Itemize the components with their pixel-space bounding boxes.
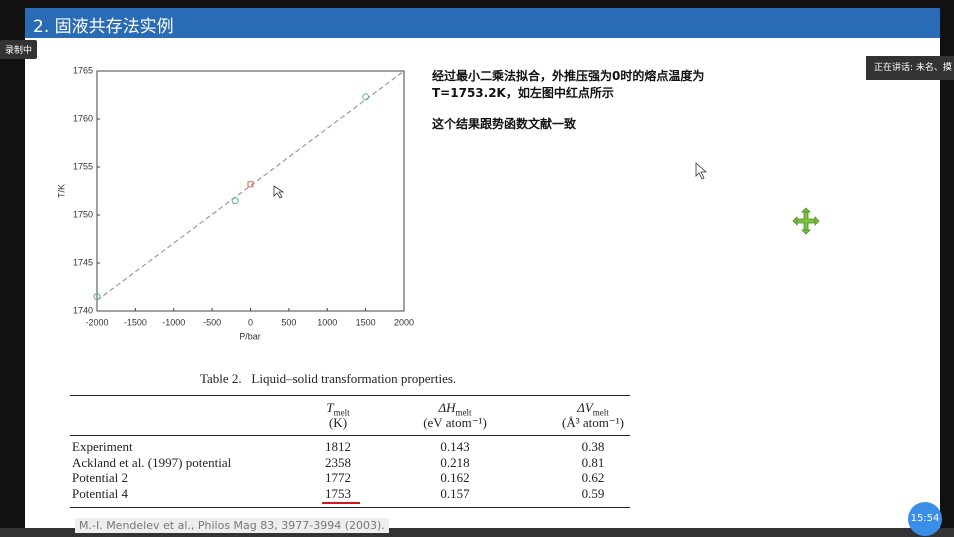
subscript: melt [455, 407, 472, 418]
top-bar [0, 0, 954, 8]
x-tick-label: -1500 [124, 317, 147, 327]
table-rule [70, 435, 630, 436]
row-label: Experiment [72, 439, 133, 454]
column-unit: (Å³ atom⁻¹) [562, 415, 624, 430]
symbol: ΔV [577, 400, 593, 415]
underline [322, 502, 360, 504]
speaker-badge: 正在讲话: 未名、摸 [866, 56, 954, 80]
table-cell: 0.218 [440, 454, 470, 470]
data-point [247, 181, 254, 188]
x-tick-label: 1000 [317, 317, 337, 327]
note-line: 这个结果跟势函数文献一致 [432, 117, 577, 131]
bottom-bar [0, 528, 954, 537]
table-rule [70, 395, 630, 396]
table-cell: 1772 [325, 470, 351, 486]
table-cell: 1812 [325, 439, 351, 454]
table-cell: 0.81 [581, 454, 605, 470]
plot-frame [96, 70, 405, 312]
y-tick-label: 1765 [73, 65, 93, 75]
x-tick-label: 2000 [394, 317, 414, 327]
plot-area [97, 71, 404, 301]
table-cell: 0.38 [581, 439, 605, 454]
fit-line [97, 71, 404, 301]
column-symbol: ΔVmelt [577, 400, 609, 418]
clock: 15:54 [908, 502, 942, 536]
row-label: Potential 2 [72, 470, 128, 486]
table-cell: 0.157 [440, 486, 470, 502]
y-tick-label: 1750 [73, 209, 93, 219]
table-cell: 1753 [325, 486, 351, 502]
column-unit: (eV atom⁻¹) [423, 415, 487, 430]
x-tick-label: 500 [281, 317, 296, 327]
column-symbol: ΔHmelt [438, 400, 471, 418]
column-symbol: Tmelt [326, 400, 349, 418]
table-cell: 2358 [325, 454, 351, 470]
y-tick-label: 1755 [73, 161, 93, 171]
citation: M.-I. Mendelev et al., Philos Mag 83, 39… [75, 518, 389, 533]
data-point [362, 93, 370, 101]
table-cell: 0.62 [581, 470, 605, 486]
x-tick-label: 1500 [356, 317, 376, 327]
x-tick-label: -500 [203, 317, 221, 327]
note-line: T=1753.2K，如左图中红点所示 [432, 86, 614, 100]
y-axis-label: T/K [56, 184, 66, 198]
table-caption: Table 2. Liquid–solid transformation pro… [200, 371, 457, 386]
cursor [695, 162, 708, 180]
row-label: Ackland et al. (1997) potential [72, 454, 232, 470]
x-tick-label: -1000 [162, 317, 185, 327]
table-cell: 0.59 [581, 486, 605, 502]
data-point [93, 293, 101, 301]
x-tick-label: 0 [248, 317, 253, 327]
table-cell: 0.143 [440, 439, 470, 454]
notes: 经过最小二乘法拟合，外推压强为0时的熔点温度为 T=1753.2K，如左图中红点… [432, 68, 704, 133]
row-label: Potential 4 [72, 486, 128, 502]
y-tick-label: 1740 [73, 305, 93, 315]
subscript: melt [592, 407, 609, 418]
subscript: melt [333, 407, 350, 418]
x-axis-label: P/bar [239, 331, 261, 341]
note-line: 经过最小二乘法拟合，外推压强为0时的熔点温度为 [432, 69, 705, 83]
right-bar [940, 0, 954, 537]
move-icon [792, 207, 820, 235]
column-unit: (K) [328, 415, 348, 430]
table-cell: 0.162 [440, 470, 470, 486]
y-tick-label: 1745 [73, 257, 93, 267]
left-bar [0, 0, 25, 537]
symbol: T [326, 400, 334, 415]
y-tick-label: 1760 [73, 113, 93, 123]
data-point [231, 197, 239, 205]
slide-title: 2. 固液共存法实例 [33, 17, 174, 37]
x-tick-label: -2000 [85, 317, 108, 327]
table-rule [70, 507, 630, 508]
symbol: ΔH [438, 400, 456, 415]
recording-badge[interactable]: 录制中 [0, 40, 38, 59]
cursor [273, 185, 285, 199]
header-bar: 2. 固液共存法实例 [25, 8, 940, 38]
